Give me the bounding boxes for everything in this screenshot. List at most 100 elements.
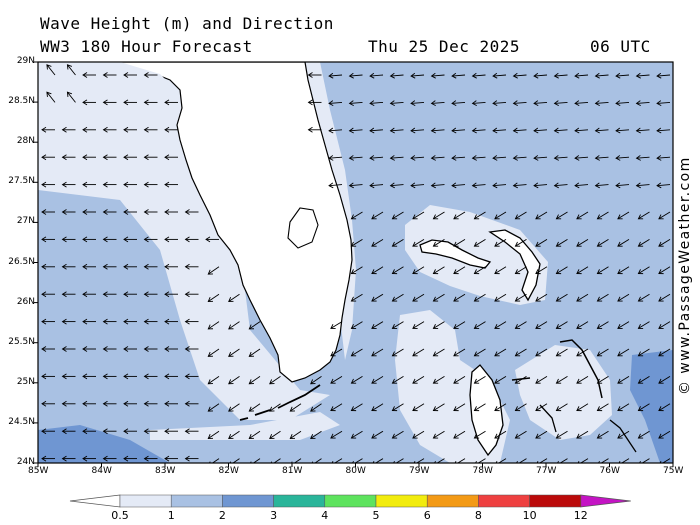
wave-arrow <box>512 155 527 161</box>
wave-arrow <box>471 72 486 79</box>
wave-arrow <box>289 430 302 440</box>
wave-arrow <box>311 458 322 463</box>
colorbar-tick-label: 8 <box>475 509 482 522</box>
header-date: Thu 25 Dec 2025 <box>368 37 520 56</box>
wave-arrow <box>61 154 76 161</box>
wave-arrow <box>412 403 425 412</box>
wave-arrow <box>514 293 527 302</box>
wave-arrow <box>453 293 466 302</box>
wave-arrow <box>410 100 425 107</box>
wave-arrow <box>164 318 178 325</box>
colorbar-swatch <box>426 494 479 508</box>
wave-arrow <box>658 211 671 220</box>
wave-arrow <box>164 455 178 462</box>
wave-arrow <box>82 400 96 407</box>
wave-arrow <box>61 428 76 435</box>
colorbar-low-end <box>69 494 121 508</box>
colorbar-swatch <box>119 494 172 508</box>
wave-arrow <box>453 211 466 220</box>
wave-arrow <box>535 430 548 439</box>
colorbar-swatch <box>273 494 326 508</box>
wave-arrow <box>615 155 630 161</box>
wave-arrow <box>535 376 548 384</box>
wave-arrow <box>555 348 568 357</box>
wave-arrow <box>228 293 240 303</box>
wave-arrow <box>184 428 199 435</box>
wave-arrow <box>596 403 609 412</box>
wave-arrow <box>432 239 445 247</box>
wave-arrow <box>143 126 158 133</box>
wave-arrow <box>331 458 343 463</box>
wave-arrow <box>389 182 404 189</box>
wave-arrow <box>535 348 548 357</box>
wave-arrow <box>535 266 548 275</box>
wave-arrow <box>494 403 507 412</box>
wave-arrow <box>102 126 117 133</box>
colorbar-tick-label: 10 <box>523 509 537 522</box>
wave-arrow <box>432 430 445 439</box>
wave-arrow <box>617 376 630 384</box>
colorbar-swatch <box>375 494 428 508</box>
wave-arrow <box>143 181 158 188</box>
lat-label: 26.5N <box>8 256 35 267</box>
wave-arrow <box>391 293 404 302</box>
wave-arrow <box>555 293 568 302</box>
wave-arrow <box>473 321 486 329</box>
wave-arrow <box>123 181 137 188</box>
wave-arrow <box>371 376 384 384</box>
wave-arrow <box>596 266 609 275</box>
wave-arrow <box>82 181 96 188</box>
wave-arrow <box>41 154 55 161</box>
wave-arrow <box>451 100 466 107</box>
wave-arrow <box>574 100 589 107</box>
wave-arrow <box>61 400 76 407</box>
wave-arrow <box>598 458 609 463</box>
wave-arrow <box>635 155 650 161</box>
wave-arrow <box>471 155 486 161</box>
wave-arrow <box>494 348 507 357</box>
bahamas-shallow-north <box>405 205 548 305</box>
wave-arrow <box>391 403 404 412</box>
wave-arrow <box>514 239 527 247</box>
wave-arrow <box>553 182 568 189</box>
wave-arrow <box>102 318 117 325</box>
wave-arrow <box>576 376 589 384</box>
wave-arrow <box>269 430 281 440</box>
wave-arrow <box>207 293 220 303</box>
wave-arrow <box>164 126 178 133</box>
wave-arrow <box>656 182 671 189</box>
wave-arrow <box>269 403 281 412</box>
wave-arrow <box>328 155 343 161</box>
wave-arrow <box>617 211 630 220</box>
wave-arrow <box>412 293 425 302</box>
wave-arrow <box>615 72 630 79</box>
wave-arrow <box>229 458 240 463</box>
credit-text: © www.PassageWeather.com <box>677 156 693 395</box>
wave-arrow <box>494 211 507 220</box>
wave-arrow <box>102 181 117 188</box>
wave-arrow <box>412 266 425 275</box>
wave-arrow <box>576 239 589 247</box>
wave-arrow <box>102 236 117 243</box>
wave-arrow <box>574 155 589 161</box>
wave-arrow <box>143 291 158 298</box>
wave-arrow <box>557 458 568 463</box>
wave-arrow <box>184 263 199 270</box>
wave-arrow <box>61 236 76 243</box>
wave-arrow <box>492 72 507 79</box>
colorbar-high-end <box>580 494 631 508</box>
wave-arrow <box>207 321 220 330</box>
panhandle-water <box>38 62 176 130</box>
wave-arrow <box>412 211 425 220</box>
wave-arrow <box>184 346 199 352</box>
wave-arrow <box>617 266 630 275</box>
wave-arrow <box>207 348 220 357</box>
wave-arrow <box>307 126 322 133</box>
wave-arrow <box>412 348 425 357</box>
wave-map <box>34 61 674 467</box>
wave-arrow <box>248 403 261 412</box>
wave-arrow <box>658 293 671 302</box>
wave-arrow <box>143 72 158 78</box>
wave-arrow <box>453 239 466 247</box>
wave-arrow <box>143 428 158 435</box>
